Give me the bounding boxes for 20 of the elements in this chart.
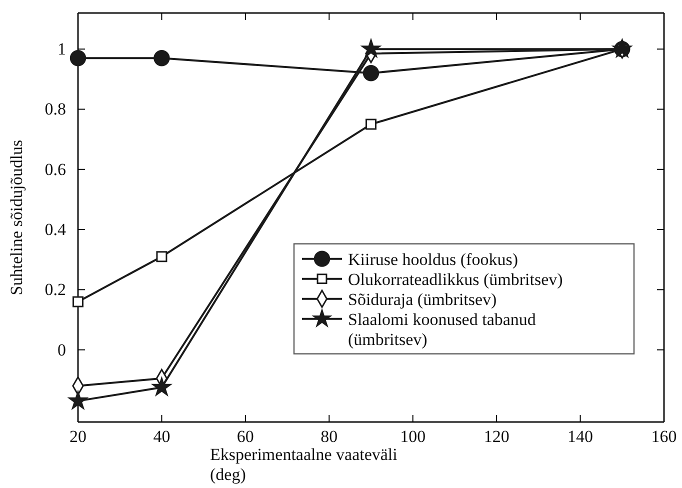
x-tick-label: 40	[153, 427, 170, 446]
y-tick-label: 0.8	[44, 100, 66, 119]
x-tick-label: 140	[568, 427, 594, 446]
y-tick-label: 0.2	[44, 280, 66, 300]
y-axis-title: Suhteline sõidujõudlus	[7, 140, 26, 296]
y-tick-label: 0.4	[44, 220, 66, 239]
legend-label: Sõiduraja (ümbritsev)	[348, 290, 497, 309]
x-tick-label: 20	[70, 427, 86, 446]
x-axis-title: Eksperimentaalne vaateväli (deg)	[210, 445, 398, 484]
y-tick-label: 0.6	[44, 160, 66, 179]
y-tick-label: 0	[58, 340, 66, 360]
x-tick-label: 100	[400, 427, 426, 446]
legend-label: Slaalomi koonused tabanud (ümbritsev)	[348, 310, 536, 349]
legend-label: Kiiruse hooldus (fookus)	[348, 250, 518, 269]
y-tick-label: 1	[58, 40, 66, 59]
x-tick-label: 80	[320, 427, 338, 446]
legend-label: Olukorrateadlikkus (ümbritsev)	[348, 270, 563, 289]
x-tick-label: 160	[651, 427, 677, 446]
x-tick-label: 120	[484, 427, 510, 446]
x-tick-label: 60	[236, 427, 254, 446]
